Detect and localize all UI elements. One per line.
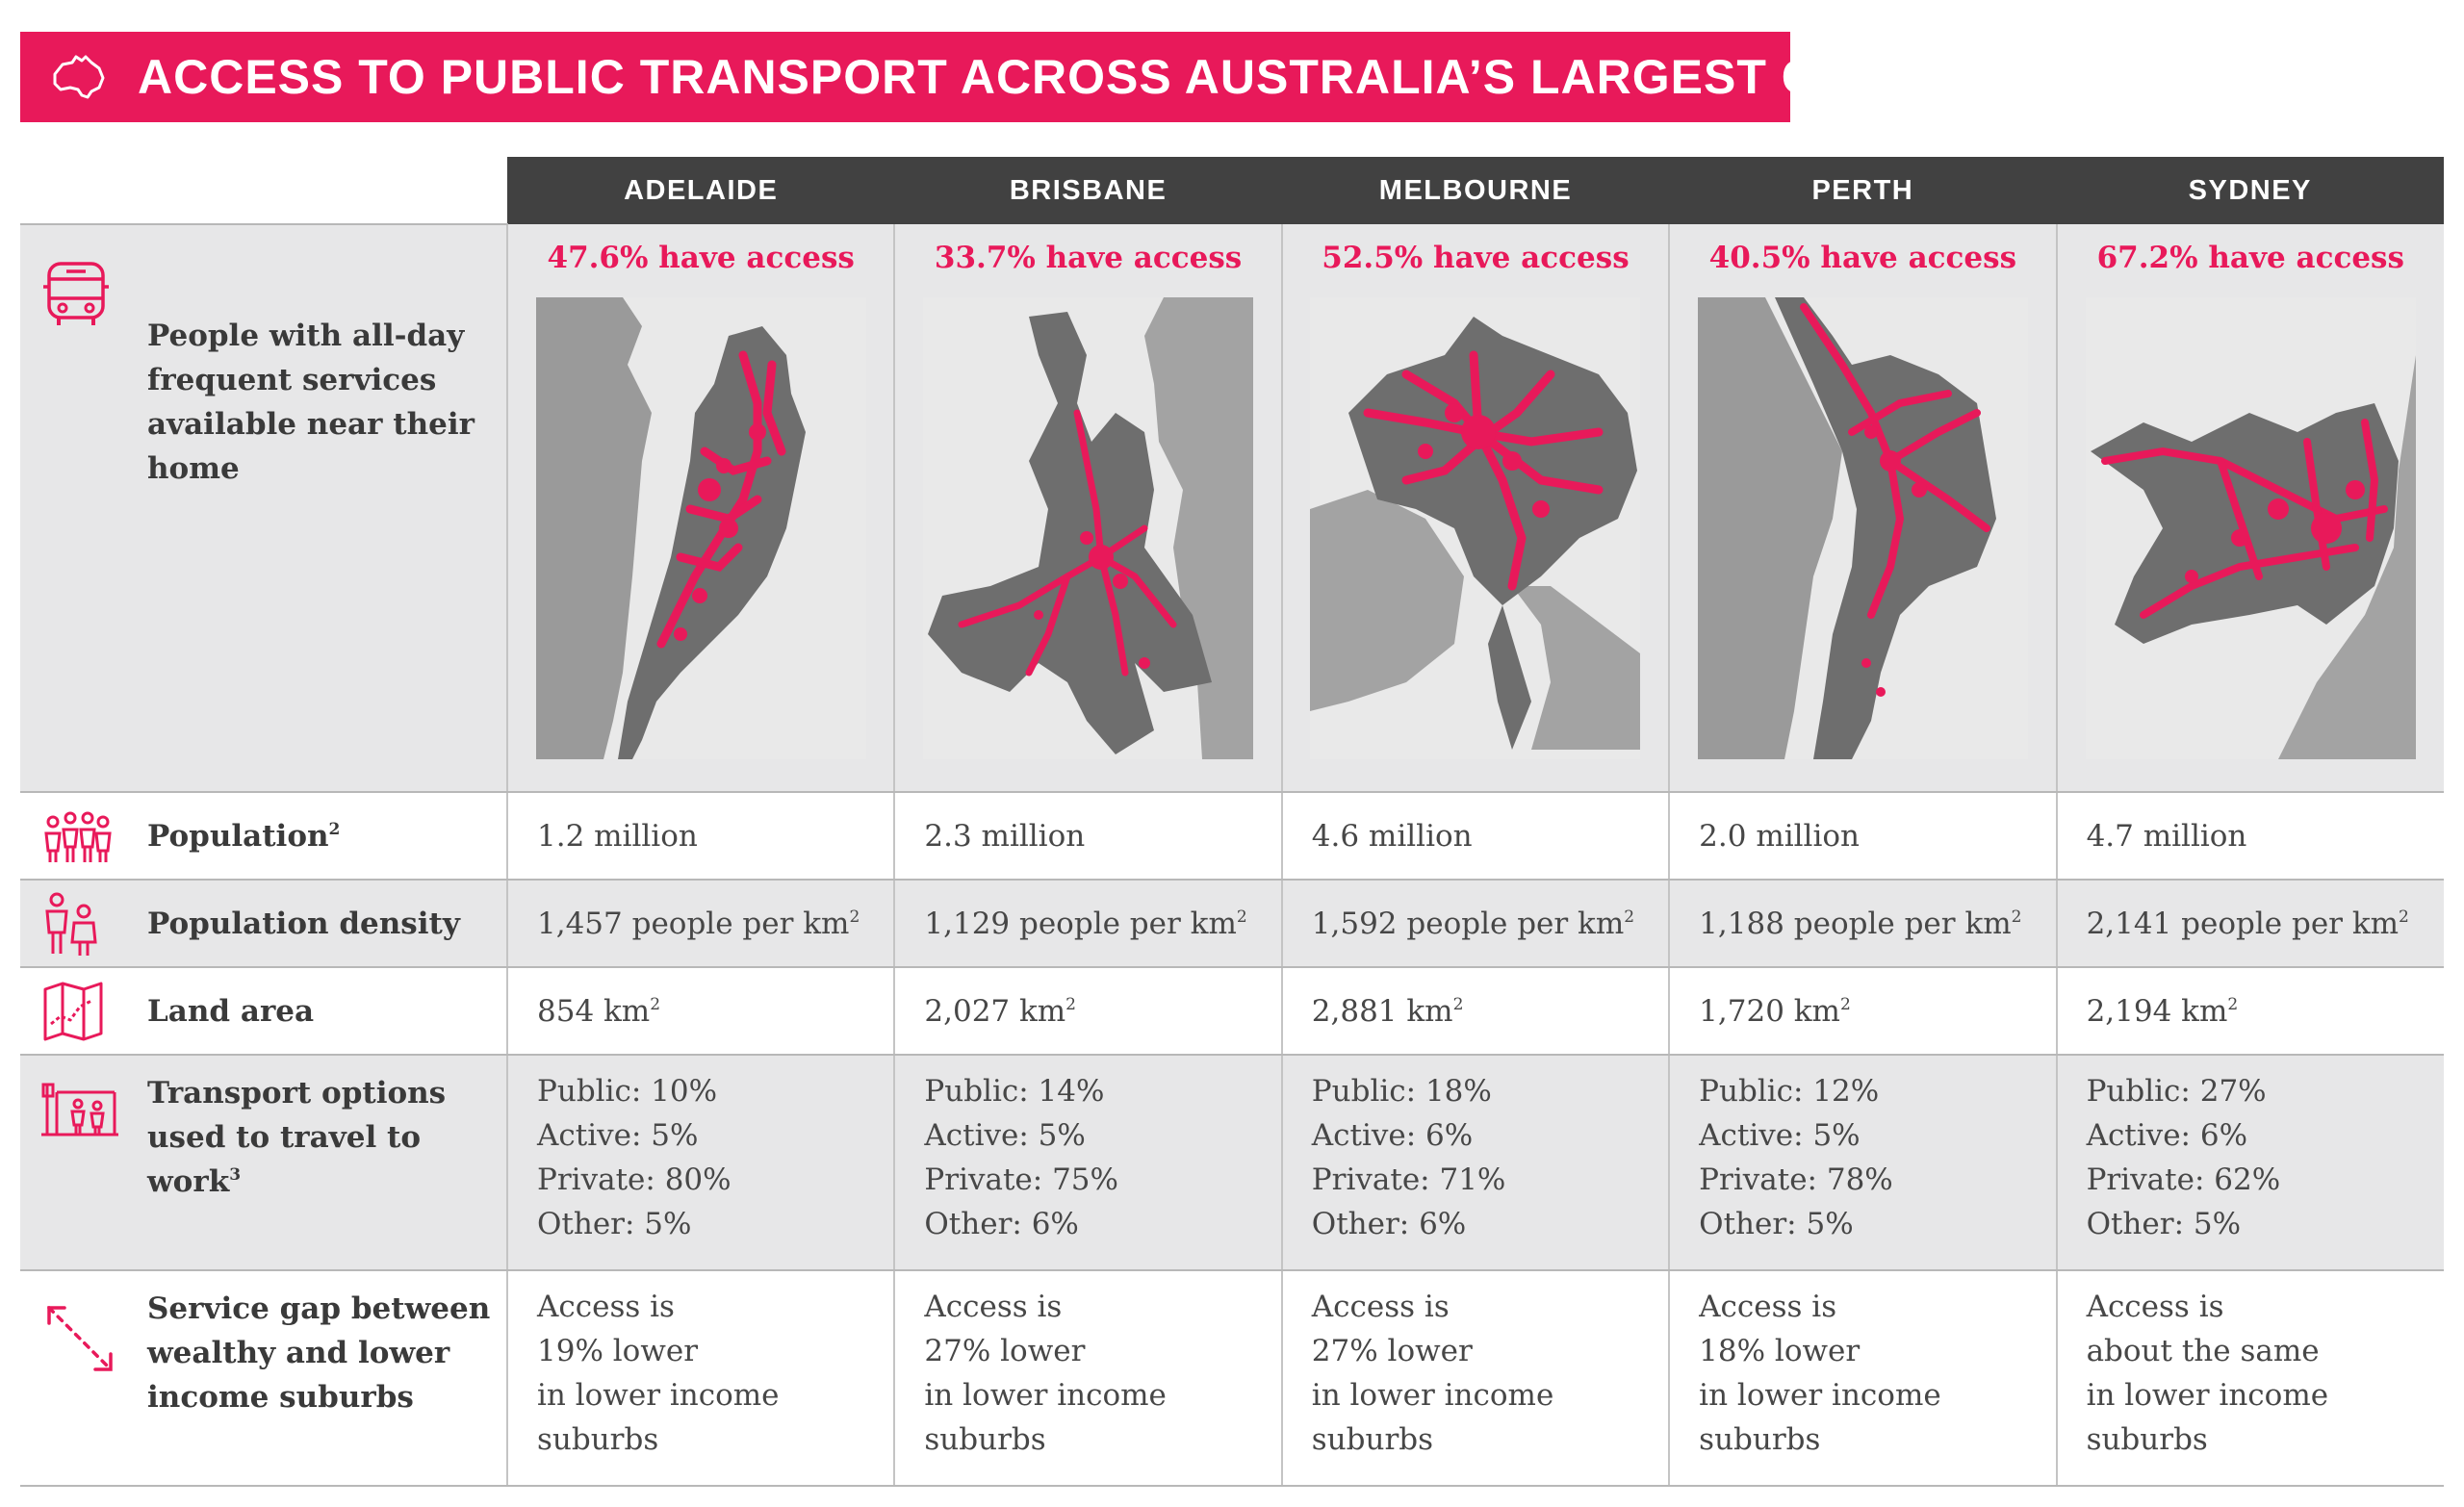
gap-cell-brisbane: Access is 27% lower in lower income subu… [893,1270,1282,1487]
population-cell-sydney: 4.7 million [2055,792,2444,881]
city-header-brisbane: BRISBANE [894,157,1282,224]
land-cell-melbourne: 2,881 km2 [1280,967,1670,1056]
transport-cell-sydney: Public: 27% Active: 6% Private: 62% Othe… [2055,1055,2444,1271]
transport-row: Transport options used to travel to work… [20,1055,2444,1271]
access-value: 67.2% have access [2096,241,2404,275]
population-cell-brisbane: 2.3 million [893,792,1282,881]
population-row: Population2 1.2 million 2.3 million 4.6 … [20,792,2444,881]
service-gap-label-text: Service gap between wealthy and lower in… [147,1291,491,1415]
density-cell-melbourne: 1,592 people per km2 [1280,880,1670,968]
population-cell-perth: 2.0 million [1668,792,2057,881]
gap-cell-sydney: Access is about the same in lower income… [2055,1270,2444,1487]
density-cell-perth: 1,188 people per km2 [1668,880,2057,968]
transport-row-label: Transport options used to travel to work… [20,1055,507,1271]
population-cell-melbourne: 4.6 million [1280,792,1670,881]
city-header-adelaide: ADELAIDE [507,157,895,224]
land-cell-adelaide: 854 km2 [505,967,895,1056]
density-row: Population density 1,457 people per km2 … [20,880,2444,968]
access-row-label: People with all-day frequent services av… [20,224,507,793]
footnote-marker: 2 [328,820,341,840]
transport-cell-melbourne: Public: 18% Active: 6% Private: 71% Othe… [1280,1055,1670,1271]
transport-cell-perth: Public: 12% Active: 5% Private: 78% Othe… [1668,1055,2057,1271]
bus-stop-icon [41,1083,118,1137]
land-area-label-text: Land area [147,994,315,1029]
people-group-icon [44,811,112,862]
folded-map-icon [43,982,103,1041]
page-title: ACCESS TO PUBLIC TRANSPORT ACROSS AUSTRA… [138,50,1942,104]
population-label-text: Population2 [147,819,341,854]
gap-cell-perth: Access is 18% lower in lower income subu… [1668,1270,2057,1487]
two-people-icon [45,892,97,956]
transport-cell-adelaide: Public: 10% Active: 5% Private: 80% Othe… [505,1055,895,1271]
population-cell-adelaide: 1.2 million [505,792,895,881]
footnote-marker: 3 [229,1165,242,1186]
density-cell-sydney: 2,141 people per km2 [2055,880,2444,968]
comparison-table: ADELAIDE BRISBANE MELBOURNE PERTH SYDNEY… [20,157,2444,1487]
bus-icon [43,262,109,325]
access-cell-brisbane: 33.7% have access [893,224,1282,793]
population-row-label: Population2 [20,792,507,881]
access-cell-sydney: 67.2% have access [2055,224,2444,793]
gap-cell-adelaide: Access is 19% lower in lower income subu… [505,1270,895,1487]
australia-map-icon [53,55,105,99]
city-header-perth: PERTH [1669,157,2057,224]
access-value: 47.6% have access [547,241,855,275]
density-row-label: Population density [20,880,507,968]
access-value: 33.7% have access [934,241,1243,275]
land-cell-perth: 1,720 km2 [1668,967,2057,1056]
transport-label-text: Transport options used to travel to work… [147,1076,447,1199]
access-cell-adelaide: 47.6% have access [505,224,895,793]
city-header-melbourne: MELBOURNE [1281,157,1670,224]
transport-cell-brisbane: Public: 14% Active: 5% Private: 75% Othe… [893,1055,1282,1271]
service-gap-row-label: Service gap between wealthy and lower in… [20,1270,507,1487]
land-cell-sydney: 2,194 km2 [2055,967,2444,1056]
title-banner: ACCESS TO PUBLIC TRANSPORT ACROSS AUSTRA… [20,32,1941,122]
perth-coverage-map [1697,297,2028,759]
service-gap-row: Service gap between wealthy and lower in… [20,1270,2444,1487]
adelaide-coverage-map [535,297,866,759]
dashed-arrow-icon [47,1306,113,1371]
density-label-text: Population density [147,907,460,941]
density-cell-brisbane: 1,129 people per km2 [893,880,1282,968]
city-header-sydney: SYDNEY [2056,157,2444,224]
access-cell-melbourne: 52.5% have access [1280,224,1670,793]
density-cell-adelaide: 1,457 people per km2 [505,880,895,968]
access-cell-perth: 40.5% have access [1668,224,2057,793]
table-header-row: ADELAIDE BRISBANE MELBOURNE PERTH SYDNEY [20,157,2444,225]
melbourne-coverage-map [1310,297,1641,759]
header-blank-cell [20,157,507,225]
brisbane-coverage-map [923,297,1254,759]
land-cell-brisbane: 2,027 km2 [893,967,1282,1056]
land-area-row-label: Land area [20,967,507,1056]
gap-cell-melbourne: Access is 27% lower in lower income subu… [1280,1270,1670,1487]
sydney-coverage-map [2085,297,2416,759]
access-value: 40.5% have access [1708,241,2017,275]
access-value: 52.5% have access [1322,241,1630,275]
land-area-row: Land area 854 km2 2,027 km2 2,881 km2 1,… [20,967,2444,1056]
access-label-text: People with all-day frequent services av… [147,319,475,486]
access-row: People with all-day frequent services av… [20,224,2444,793]
